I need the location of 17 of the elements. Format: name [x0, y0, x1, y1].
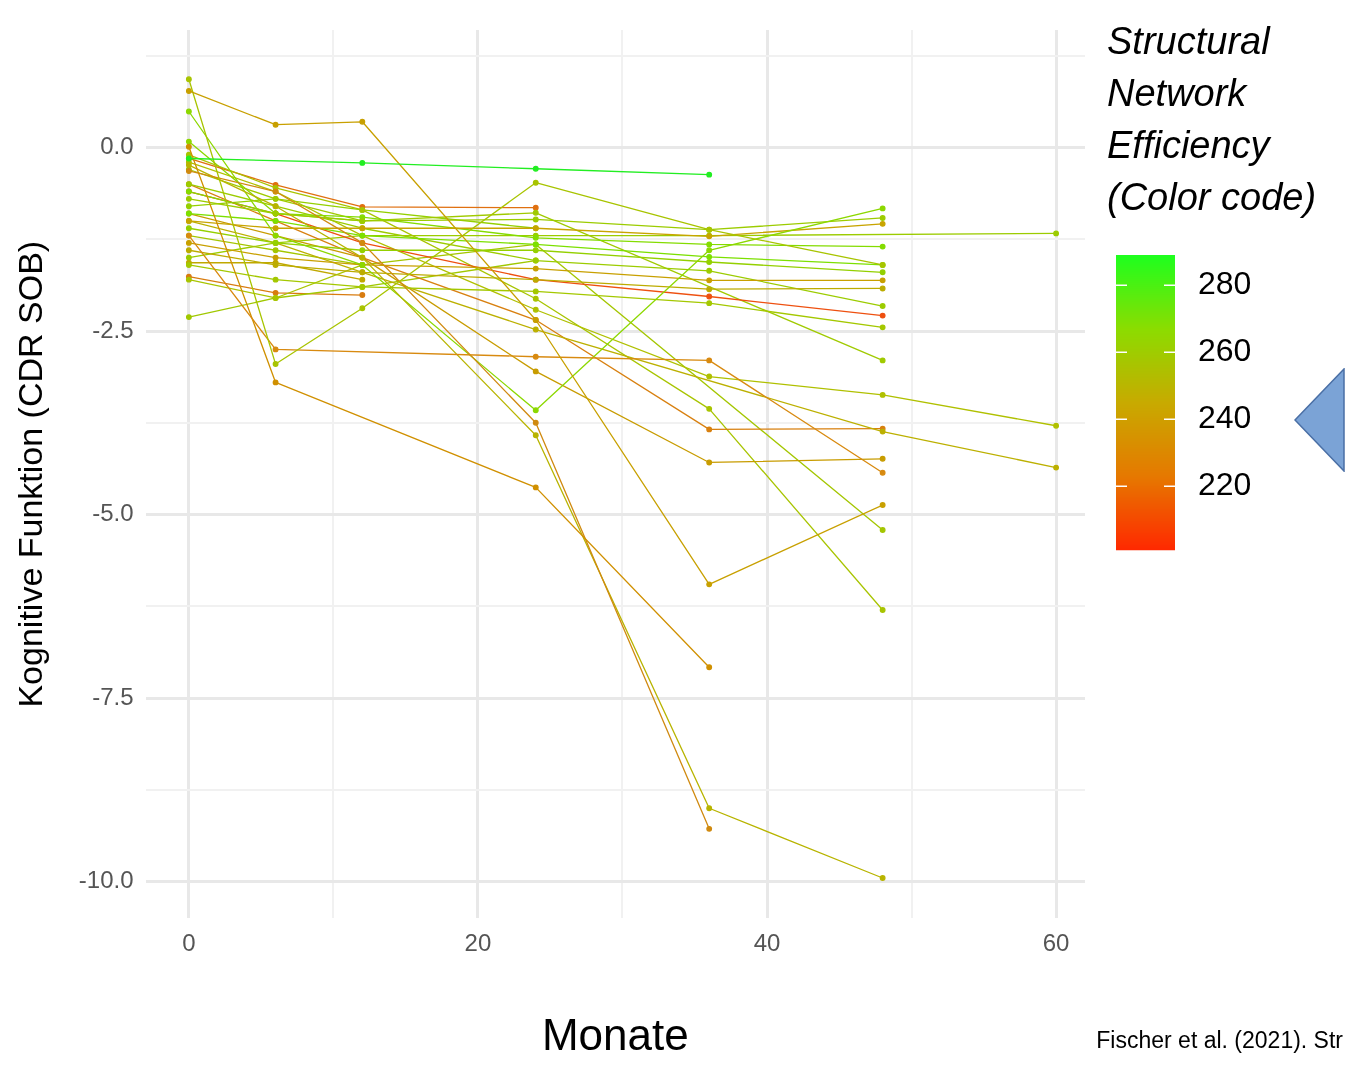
color-bar-label: 240 [1198, 399, 1252, 436]
color-bar-label: 280 [1198, 265, 1252, 301]
y-tick-label: -2.5 [92, 315, 134, 343]
color-bar-label: 220 [1198, 466, 1252, 503]
x-tick-label: 40 [753, 929, 781, 957]
y-tick-label: -7.5 [92, 682, 134, 710]
y-tick-label: -10.0 [78, 866, 134, 894]
y-axis-title: Kognitive Funktion (CDR SOB) [10, 240, 49, 708]
color-bar-title: Structural Network Efficiency (Color code) [1107, 20, 1317, 218]
x-tick-label: 0 [182, 929, 196, 957]
text: Fischer et al. (2021). Str [1096, 1027, 1344, 1053]
x-tick-label: 20 [464, 929, 492, 957]
y-tick-label: -5.0 [92, 499, 134, 527]
x-axis-title: Monate [541, 1009, 689, 1059]
x-tick-label: 60 [1042, 929, 1070, 957]
y-tick-label: 0.0 [100, 132, 134, 160]
color-bar-label: 260 [1198, 332, 1252, 369]
